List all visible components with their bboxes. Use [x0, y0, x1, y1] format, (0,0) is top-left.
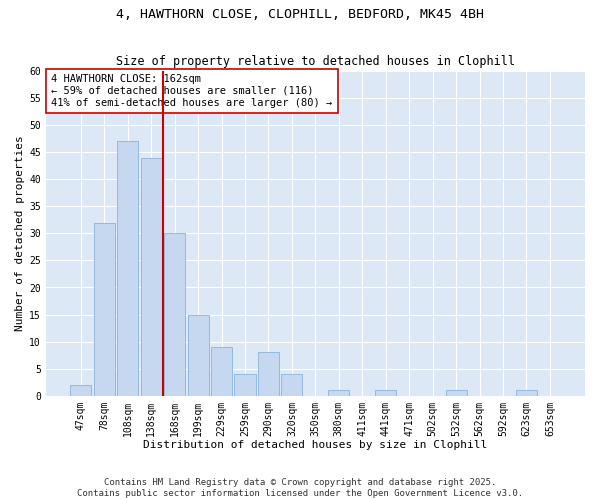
Bar — [211, 347, 232, 396]
Text: 4 HAWTHORN CLOSE: 162sqm
← 59% of detached houses are smaller (116)
41% of semi-: 4 HAWTHORN CLOSE: 162sqm ← 59% of detach… — [51, 74, 332, 108]
Title: Size of property relative to detached houses in Clophill: Size of property relative to detached ho… — [116, 56, 515, 68]
Bar — [140, 158, 162, 396]
Bar — [188, 314, 209, 396]
Bar — [375, 390, 397, 396]
Bar — [70, 385, 91, 396]
Bar — [281, 374, 302, 396]
Bar — [258, 352, 279, 396]
Y-axis label: Number of detached properties: Number of detached properties — [15, 136, 25, 332]
Bar — [94, 222, 115, 396]
Bar — [235, 374, 256, 396]
X-axis label: Distribution of detached houses by size in Clophill: Distribution of detached houses by size … — [143, 440, 488, 450]
Text: 4, HAWTHORN CLOSE, CLOPHILL, BEDFORD, MK45 4BH: 4, HAWTHORN CLOSE, CLOPHILL, BEDFORD, MK… — [116, 8, 484, 20]
Bar — [164, 234, 185, 396]
Bar — [328, 390, 349, 396]
Bar — [516, 390, 537, 396]
Bar — [446, 390, 467, 396]
Text: Contains HM Land Registry data © Crown copyright and database right 2025.
Contai: Contains HM Land Registry data © Crown c… — [77, 478, 523, 498]
Bar — [117, 142, 139, 396]
